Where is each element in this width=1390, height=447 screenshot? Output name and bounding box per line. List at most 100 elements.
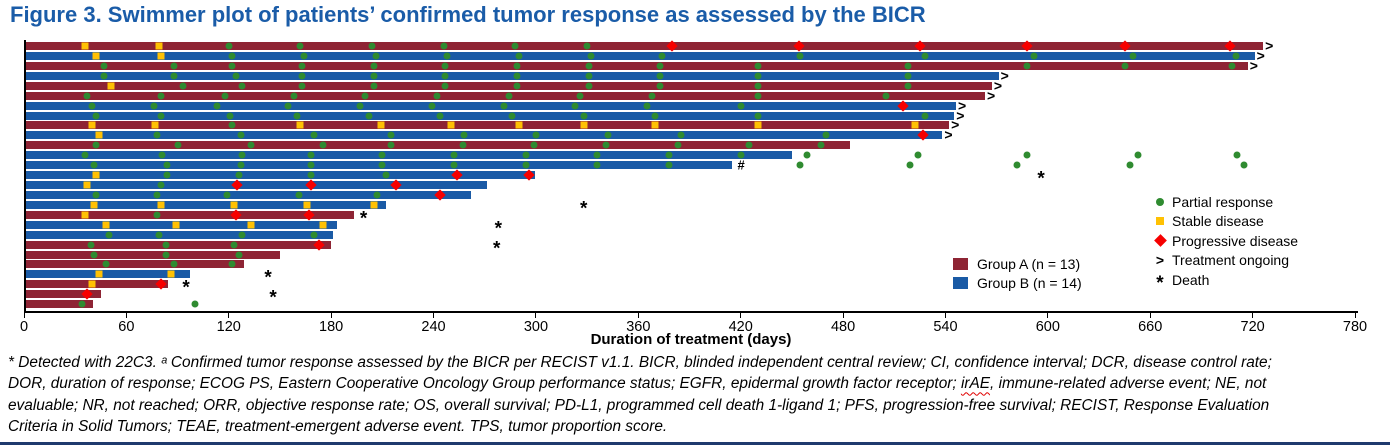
footnote-line: evaluable; NR, not reached; ORR, objecti… [8,396,1270,414]
patient-bar [26,171,535,180]
sd-marker-icon [90,201,98,209]
death-icon: * [579,198,588,220]
x-tick-label: 420 [728,319,753,335]
treatment-ongoing-icon: > [956,106,965,123]
pr-marker-icon [593,161,601,169]
post-treatment-response-icon [1240,161,1248,169]
pr-marker-icon [585,62,593,70]
pr-marker-icon [580,112,588,119]
x-tick-label: 360 [626,319,651,335]
pr-marker-icon [295,191,303,199]
pr-marker-icon [508,112,516,119]
pr-marker-icon [105,231,113,239]
death-icon: * [269,287,277,309]
pr-marker-icon [300,52,308,60]
x-tick [125,313,127,318]
sd-marker-icon [107,82,115,90]
pr-marker-icon [296,42,304,50]
patient-bar [26,141,851,150]
pr-marker-icon [674,141,682,149]
patient-bar [26,220,337,229]
pr-marker-icon [226,112,234,119]
x-tick [1252,313,1254,318]
pr-marker-icon [90,251,98,259]
pr-marker-icon [235,251,243,259]
pr-marker-icon [162,251,170,259]
pr-marker-icon [513,72,521,80]
treatment-ongoing-icon: > [1265,37,1274,54]
pr-marker-icon [228,62,236,70]
pr-marker-icon [387,131,395,139]
patient-bar [26,270,190,279]
sd-marker-icon [151,121,159,129]
pr-marker-icon [604,131,612,139]
pr-marker-icon [522,161,530,169]
pr-marker-icon [1232,52,1240,60]
pr-marker-icon [656,72,664,80]
pr-marker-icon [450,161,458,169]
pr-marker-icon [428,102,436,110]
group-a-swatch-icon [953,257,968,270]
footnote-line: * Detected with 22C3. ᵃ Confirmed tumor … [8,354,1272,371]
x-tick-label: 540 [933,319,958,335]
pr-marker-icon [307,151,315,159]
x-tick [842,313,844,318]
x-tick-label: 600 [1035,319,1060,335]
sd-marker-icon [95,131,103,139]
legend-item-death: * Death [1148,270,1298,294]
patient-bar [26,250,281,259]
pr-marker-icon [100,62,108,70]
sd-marker-icon [157,52,164,60]
pr-marker-icon [228,260,236,268]
pr-marker-icon [754,62,762,70]
spellcheck-word: irAE [960,375,991,393]
pr-marker-icon [92,191,100,199]
death-icon: * [264,267,272,289]
patient-bar [26,181,487,190]
sd-marker-icon [370,201,378,209]
pr-marker-icon [298,62,306,70]
legend-item-pr: Partial response [1148,192,1298,212]
x-tick [23,313,25,318]
pr-marker-icon [92,141,100,149]
pr-marker-icon [158,151,166,159]
pr-marker-icon [310,131,318,139]
pr-marker-icon [1129,52,1137,60]
sd-marker-icon [172,221,180,229]
treatment-ongoing-icon: > [1000,67,1009,84]
pr-marker-icon [230,241,238,249]
x-tick-label: 300 [523,319,549,335]
pr-marker-icon [238,82,246,90]
footnote-line: Criteria in Solid Tumors; TEAE, treatmen… [8,417,668,435]
x-tick-label: 60 [118,319,135,335]
pr-marker-icon [443,52,451,60]
pr-marker-icon [370,72,378,80]
group-legend: Group A (n = 13) Group B (n = 14) [953,254,1082,292]
pr-marker-icon [585,82,593,90]
pr-marker-icon [307,171,315,179]
sd-marker-icon [580,121,588,129]
post-treatment-response-icon [1233,151,1241,159]
pr-marker-icon [373,191,381,199]
patient-bar [26,260,245,269]
post-treatment-response-icon [906,161,914,169]
sd-marker-icon [754,121,762,129]
pr-marker-icon [382,171,390,179]
pr-marker-icon [1228,62,1236,70]
sd-marker-icon [92,52,100,60]
pr-marker-icon [904,62,912,70]
pr-marker-icon [822,131,830,139]
patient-bar [26,280,168,289]
pr-marker-icon [904,72,912,80]
patient-bar [26,210,354,219]
pr-marker-icon [155,231,163,239]
pr-marker-icon [170,62,178,70]
footnote-line: DOR, duration of response; ECOG PS, East… [8,375,1267,393]
pr-marker-icon [745,141,753,149]
pr-marker-icon [237,131,245,139]
swimmer-plot: 0 60 120 180 240 300 360 420 480 540 600 660 720 780 >… [20,37,1368,335]
pr-marker-icon [179,82,187,90]
x-tick-label: 780 [1342,319,1368,335]
pr-marker-icon [585,72,593,80]
patient-bar [26,121,950,130]
